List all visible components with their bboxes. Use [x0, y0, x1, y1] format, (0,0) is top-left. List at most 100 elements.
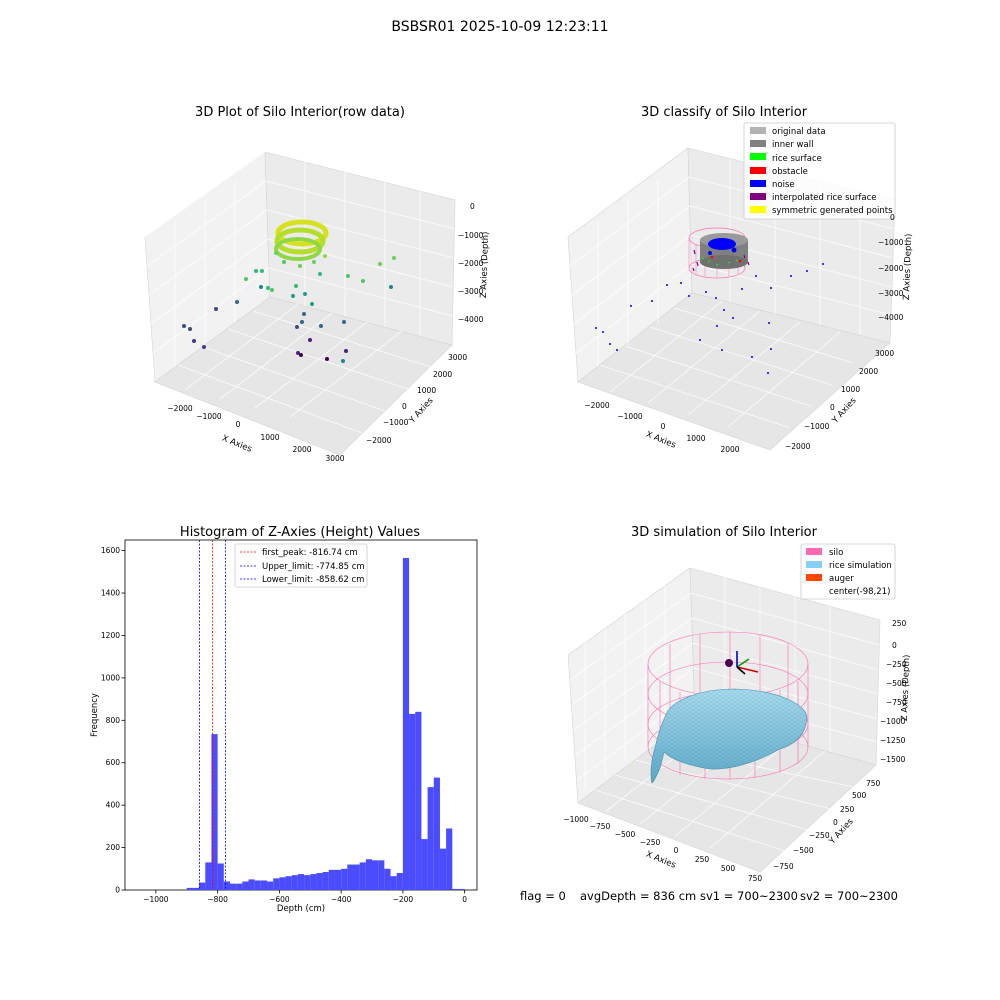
simulation-z-tick: −1000: [880, 717, 906, 726]
simulation-y-tick: −750: [773, 862, 794, 871]
noise-point: [616, 349, 618, 351]
histogram-y-tick-label: 1400: [101, 589, 120, 598]
raw-point: [323, 254, 327, 258]
raw-point: [259, 285, 263, 289]
raw-ring-bottom: [274, 237, 322, 261]
raw-point: [294, 284, 298, 288]
legend-swatch-original-data: [750, 127, 766, 134]
classify-z-ticks: 0 −1000 −2000 −3000 −4000: [878, 213, 904, 322]
histogram-y-axis-label: Frequency: [90, 693, 100, 737]
classify-z-tick: −1000: [878, 238, 904, 247]
simulation-x-tick: 500: [721, 864, 736, 873]
histogram-bar: [421, 839, 428, 890]
classify-x-tick: 1000: [686, 434, 705, 443]
histogram-bar: [211, 734, 218, 890]
noise-point: [680, 282, 682, 284]
center-marker: [725, 659, 733, 667]
simulation-3d-title: 3D simulation of Silo Interior: [631, 525, 818, 540]
histogram-bar: [297, 874, 305, 890]
raw-y-axis-label: Y Axies: [407, 395, 436, 426]
legend-label-first-peak: first_peak: -816.74 cm: [262, 548, 358, 558]
rice-simulation-mesh: [651, 689, 807, 783]
raw-point: [299, 353, 303, 357]
noise-point: [602, 331, 604, 333]
histogram-title: Histogram of Z-Axies (Height) Values: [180, 525, 420, 540]
raw-y-ticks: −2000 −1000 0 1000 2000 3000: [366, 353, 467, 445]
simulation-y-tick: 750: [866, 779, 881, 788]
histogram-bar: [242, 881, 249, 890]
histogram-x-axis-label: Depth (cm): [277, 904, 325, 914]
raw-point: [361, 279, 365, 283]
raw-point: [319, 324, 323, 328]
classify-y-tick: 2000: [859, 367, 878, 376]
raw-y-tick: 3000: [448, 353, 467, 362]
raw-point: [182, 324, 186, 328]
classify-floor-pane: [577, 292, 891, 451]
legend-swatch-auger: [806, 574, 822, 581]
histogram-bar: [223, 881, 230, 890]
simulation-z-tick: −250: [886, 660, 907, 669]
histogram-bar: [316, 873, 323, 890]
simulation-x-tick: −750: [590, 822, 611, 831]
classify-y-tick: −2000: [785, 442, 811, 451]
status-flag: flag = 0: [520, 889, 566, 903]
histogram-bar: [446, 828, 453, 890]
classify-z-tick: −4000: [878, 313, 904, 322]
noise-point: [708, 251, 712, 255]
legend-swatch-obstacle: [750, 167, 766, 174]
classify-x-tick: −2000: [584, 401, 610, 410]
raw-x-tick: −1000: [196, 412, 222, 421]
simulation-z-tick: −1500: [880, 755, 906, 764]
histogram-y-tick-label: 200: [106, 843, 121, 852]
legend-swatch-silo: [806, 548, 822, 555]
raw-x-tick: 3000: [325, 454, 344, 463]
histogram-bar: [279, 877, 286, 890]
noise-point: [806, 270, 808, 272]
histogram-bar: [439, 848, 447, 890]
raw-point: [308, 338, 312, 342]
raw-scatter-points: [182, 219, 396, 363]
legend-label-rice-simulation: rice simulation: [829, 561, 892, 571]
raw-grid: [144, 151, 456, 434]
histogram-x-tick-label: −1000: [143, 895, 169, 904]
noise-point: [705, 291, 707, 293]
raw-point: [282, 260, 286, 264]
simulation-z-tick: −500: [886, 679, 907, 688]
noise-point: [630, 305, 632, 307]
classify-3d-title: 3D classify of Silo Interior: [641, 105, 808, 120]
raw-point: [310, 302, 314, 306]
legend-swatch-interpolated: [750, 193, 766, 200]
simulation-x-tick: −1000: [563, 815, 589, 824]
histogram-bar: [192, 887, 200, 890]
histogram-x-tick-label: −600: [269, 895, 290, 904]
raw-point: [188, 327, 192, 331]
histogram-bar: [372, 860, 379, 890]
classify-y-tick: 0: [830, 403, 835, 412]
legend-label-lower-limit: Lower_limit: -858.62 cm: [262, 575, 364, 585]
status-footer: flag = 0 avgDepth = 836 cm sv1 = 700~230…: [520, 889, 898, 903]
histogram-bar: [304, 875, 311, 890]
histogram-bar: [378, 860, 385, 890]
raw-point: [260, 269, 264, 273]
panel-simulation-3d: 3D simulation of Silo Interior: [563, 525, 912, 883]
histogram-bar: [273, 878, 280, 890]
classify-z-tick: −3000: [878, 289, 904, 298]
raw-z-tick: −2000: [458, 259, 484, 268]
noise-point: [751, 356, 753, 358]
histogram-bar: [433, 777, 440, 890]
raw-z-tick: 0: [470, 202, 475, 211]
auger-axis-y: [736, 658, 750, 668]
legend-swatch-symmetric: [750, 206, 766, 213]
noise-point: [770, 348, 772, 350]
raw-point: [378, 262, 382, 266]
raw-point: [302, 312, 306, 316]
simulation-legend: silo rice simulation auger center(-98,21…: [800, 543, 896, 600]
simulation-x-tick: 250: [695, 855, 710, 864]
simulation-y-tick: 0: [833, 818, 838, 827]
histogram-bar: [341, 868, 348, 890]
raw-y-tick: 1000: [417, 386, 436, 395]
raw-point: [341, 359, 345, 363]
histogram-x-tick-label: −200: [393, 895, 414, 904]
inner-wall-bottom: [700, 255, 748, 269]
